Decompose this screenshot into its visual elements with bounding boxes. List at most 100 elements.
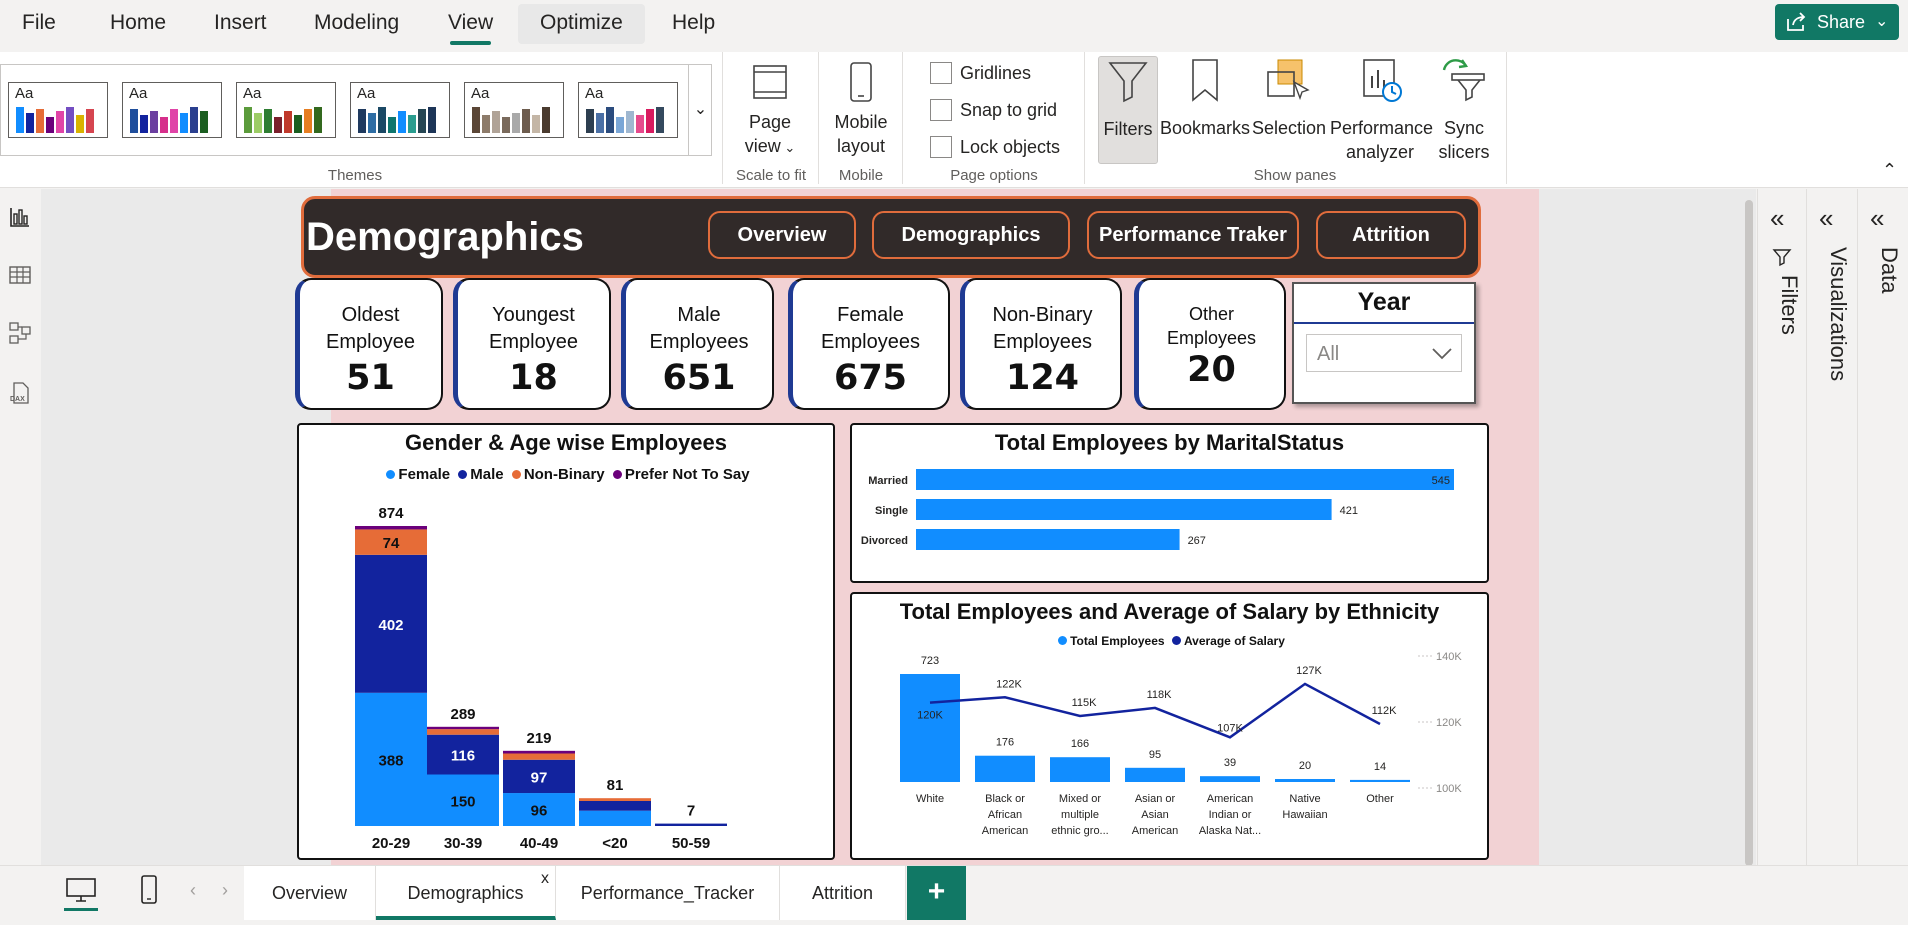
report-header: Demographics Overview Demographics Perfo… bbox=[301, 196, 1481, 278]
ribbon-separator bbox=[902, 52, 903, 184]
expand-pane-icon[interactable]: « bbox=[1770, 203, 1785, 233]
close-tab-icon[interactable]: x bbox=[541, 870, 549, 887]
nav-overview-button[interactable]: Overview bbox=[708, 211, 856, 259]
theme-swatch bbox=[130, 103, 208, 133]
line-label: 122K bbox=[996, 678, 1022, 690]
filters-pane-collapsed[interactable]: « Filters bbox=[1757, 189, 1805, 869]
themes-gallery bbox=[0, 64, 712, 156]
page-tab-demographics[interactable]: Demographics x bbox=[376, 866, 556, 920]
collapse-ribbon-icon[interactable]: ⌃ bbox=[1882, 160, 1898, 180]
theme-4[interactable]: Aa bbox=[350, 82, 450, 138]
mobile-layout-button[interactable]: Mobile layout bbox=[826, 60, 896, 158]
data-label: 95 bbox=[1149, 749, 1161, 761]
filter-icon bbox=[1108, 62, 1148, 103]
gender-age-chart[interactable]: Gender & Age wise Employees Female Male … bbox=[297, 423, 835, 860]
page-view-button[interactable]: Page view ⌄ bbox=[738, 60, 802, 158]
scale-group-label: Scale to fit bbox=[735, 167, 807, 184]
nav-demographics-button[interactable]: Demographics bbox=[872, 211, 1070, 259]
next-page-icon[interactable]: › bbox=[222, 880, 228, 900]
data-pane-collapsed[interactable]: « Data bbox=[1857, 189, 1908, 869]
data-label: 545 bbox=[1432, 475, 1450, 487]
dax-query-view-icon[interactable]: DAX bbox=[8, 381, 32, 405]
expand-pane-icon[interactable]: « bbox=[1870, 203, 1885, 233]
kpi-male-employees[interactable]: Male Employees 651 bbox=[621, 278, 774, 410]
menu-help[interactable]: Help bbox=[672, 11, 716, 34]
selection-pane-button[interactable]: Selection bbox=[1252, 56, 1326, 164]
year-dropdown[interactable]: All bbox=[1306, 334, 1462, 372]
filters-pane-button[interactable]: Filters bbox=[1098, 56, 1158, 164]
theme-2[interactable]: Aa bbox=[122, 82, 222, 138]
report-view-icon[interactable] bbox=[8, 205, 32, 229]
page-view-label-1: Page bbox=[748, 112, 792, 132]
menu-file[interactable]: File bbox=[22, 11, 56, 34]
bar-segment bbox=[579, 800, 651, 811]
kpi-label-line: Non-Binary bbox=[992, 304, 1093, 326]
y-tick-label: Divorced bbox=[861, 535, 908, 547]
checkbox-box[interactable] bbox=[930, 99, 952, 121]
menu-insert[interactable]: Insert bbox=[214, 11, 267, 34]
expand-pane-icon[interactable]: « bbox=[1819, 203, 1834, 233]
mobile-layout-icon[interactable] bbox=[138, 874, 160, 906]
year-dropdown-value: All bbox=[1317, 343, 1340, 365]
legend-male: Male bbox=[470, 466, 504, 483]
sync-slicers-button[interactable]: Sync slicers bbox=[1432, 56, 1496, 164]
kpi-non-binary-employees[interactable]: Non-Binary Employees 124 bbox=[960, 278, 1122, 410]
page-view-icon bbox=[753, 65, 787, 99]
theme-6[interactable]: Aa bbox=[578, 82, 678, 138]
share-button[interactable]: Share ⌄ bbox=[1775, 4, 1899, 40]
ribbon: Aa Aa Aa Aa Aa Aa ⌄ Themes bbox=[0, 52, 1908, 188]
bar-segment bbox=[503, 793, 575, 826]
bar-segment bbox=[355, 529, 427, 555]
x-tick-label: White bbox=[916, 793, 944, 805]
performance-label-1: Performance bbox=[1330, 118, 1434, 138]
data-label: 166 bbox=[1071, 738, 1089, 750]
kpi-other-employees[interactable]: Other Employees 20 bbox=[1134, 278, 1286, 410]
slicer-title: Year bbox=[1357, 288, 1411, 316]
theme-swatch bbox=[472, 103, 550, 133]
menu-modeling[interactable]: Modeling bbox=[314, 11, 400, 34]
line-label: 118K bbox=[1147, 689, 1173, 701]
table-view-icon[interactable] bbox=[8, 263, 32, 287]
desktop-layout-icon[interactable] bbox=[64, 876, 98, 904]
themes-expand-chevron-icon[interactable]: ⌄ bbox=[688, 64, 712, 156]
line-label: 115K bbox=[1072, 697, 1098, 709]
sync-slicers-icon bbox=[1442, 59, 1485, 102]
marital-status-chart[interactable]: Total Employees by MaritalStatus Married… bbox=[850, 423, 1489, 583]
menu-view[interactable]: View bbox=[438, 10, 503, 45]
canvas-scrollbar[interactable] bbox=[1745, 200, 1753, 866]
page-tab-overview[interactable]: Overview bbox=[244, 866, 376, 920]
year-slicer[interactable]: Year All bbox=[1292, 282, 1476, 404]
kpi-label: Youngest Employee bbox=[458, 302, 609, 356]
ethnicity-salary-chart[interactable]: Total Employees and Average of Salary by… bbox=[850, 592, 1489, 860]
theme-5[interactable]: Aa bbox=[464, 82, 564, 138]
kpi-label-line: Employee bbox=[489, 331, 578, 353]
checkbox-box[interactable] bbox=[930, 136, 952, 158]
previous-page-icon[interactable]: ‹ bbox=[190, 880, 196, 900]
bookmarks-pane-button[interactable]: Bookmarks bbox=[1160, 56, 1250, 164]
bar-segment bbox=[427, 774, 499, 826]
bar bbox=[900, 674, 960, 782]
kpi-label: Female Employees bbox=[793, 302, 948, 356]
nav-performance-button[interactable]: Performance Traker bbox=[1087, 211, 1299, 259]
menu-home[interactable]: Home bbox=[110, 11, 167, 34]
bar-segment bbox=[355, 692, 427, 826]
bar-segment bbox=[579, 798, 651, 801]
data-pane-title: Data bbox=[1877, 247, 1902, 294]
chevron-down-icon bbox=[1432, 348, 1452, 360]
add-page-button[interactable]: + bbox=[907, 866, 966, 920]
kpi-oldest-employee[interactable]: Oldest Employee 51 bbox=[295, 278, 443, 410]
data-label: 150 bbox=[450, 793, 475, 810]
performance-analyzer-button[interactable]: Performance analyzer bbox=[1330, 56, 1434, 164]
theme-1[interactable]: Aa bbox=[8, 82, 108, 138]
kpi-female-employees[interactable]: Female Employees 675 bbox=[788, 278, 950, 410]
checkbox-box[interactable] bbox=[930, 62, 952, 84]
kpi-youngest-employee[interactable]: Youngest Employee 18 bbox=[453, 278, 611, 410]
menu-optimize[interactable]: Optimize bbox=[518, 4, 645, 44]
x-tick-label: ethnic gro... bbox=[1051, 825, 1108, 837]
theme-3[interactable]: Aa bbox=[236, 82, 336, 138]
page-tab-performance-tracker[interactable]: Performance_Tracker bbox=[556, 866, 780, 920]
page-tab-attrition[interactable]: Attrition bbox=[780, 866, 906, 920]
model-view-icon[interactable] bbox=[8, 321, 32, 345]
nav-attrition-button[interactable]: Attrition bbox=[1316, 211, 1466, 259]
visualizations-pane-collapsed[interactable]: « Visualizations bbox=[1806, 189, 1856, 869]
